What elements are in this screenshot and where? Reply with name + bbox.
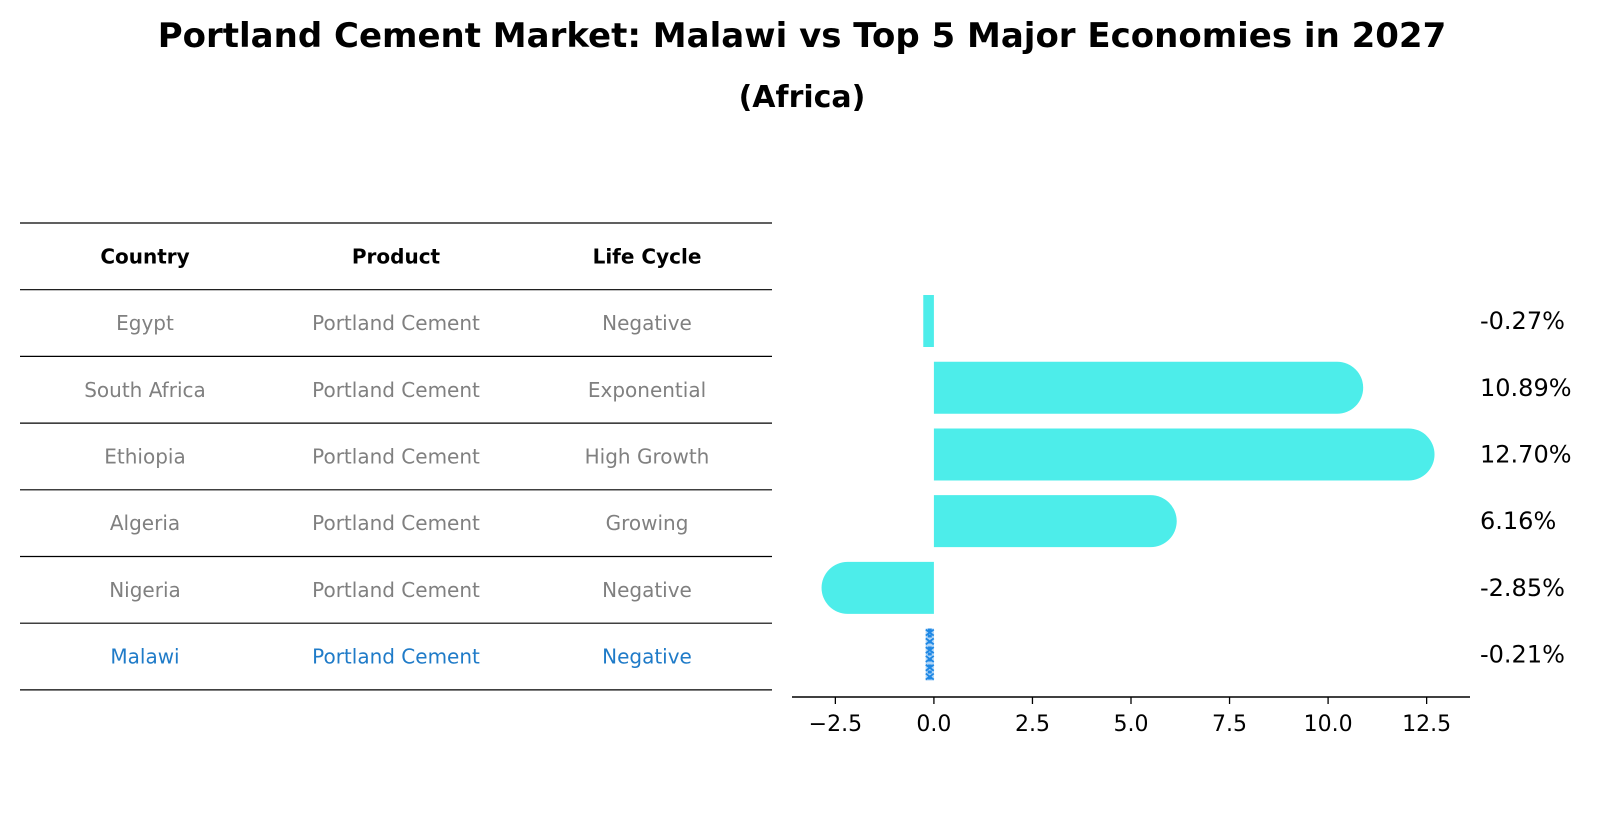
x-tick-label: 5.0 [1114, 712, 1149, 737]
table-cell-country: Malawi [110, 645, 179, 669]
x-tick-label: 0.0 [916, 712, 951, 737]
table-row: Malawi Portland Cement Negative [110, 645, 692, 669]
bar-nigeria [821, 561, 934, 614]
table-cell-life_cycle: Negative [602, 578, 692, 602]
bar-ethiopia [933, 428, 1435, 481]
chart-subtitle: (Africa) [738, 80, 866, 115]
table-row: Nigeria Portland Cement Negative [109, 578, 692, 602]
value-label: -0.27% [1480, 307, 1565, 335]
bar-malawi [925, 628, 935, 681]
x-tick-label: 10.0 [1304, 712, 1353, 737]
bar-south-africa [933, 361, 1364, 414]
table-cell-product: Portland Cement [312, 578, 480, 602]
table-cell-country: Egypt [116, 311, 174, 335]
value-label: 6.16% [1480, 507, 1556, 535]
table-header-cell: Country [100, 244, 189, 268]
table-cell-life_cycle: Exponential [588, 378, 706, 402]
bar-egypt [923, 295, 934, 348]
value-label: -0.21% [1480, 641, 1565, 669]
table-header-cell: Life Cycle [593, 244, 702, 268]
x-tick-label: 12.5 [1402, 712, 1451, 737]
table-cell-country: Ethiopia [104, 444, 185, 468]
table-cell-product: Portland Cement [312, 444, 480, 468]
table-header-cell: Product [352, 244, 441, 268]
table-cell-life_cycle: Growing [606, 511, 689, 535]
x-tick-label: 7.5 [1212, 712, 1247, 737]
value-label: 10.89% [1480, 374, 1572, 402]
table-cell-country: Algeria [110, 511, 180, 535]
table-cell-country: South Africa [84, 378, 206, 402]
table-cell-product: Portland Cement [312, 378, 480, 402]
table-row: Egypt Portland Cement Negative [116, 311, 692, 335]
table-cell-product: Portland Cement [312, 311, 480, 335]
x-tick-label: 2.5 [1015, 712, 1050, 737]
table-cell-life_cycle: Negative [602, 311, 692, 335]
table-row: Algeria Portland Cement Growing [110, 511, 689, 535]
table-cell-product: Portland Cement [312, 645, 480, 669]
table-cell-product: Portland Cement [312, 511, 480, 535]
value-label: 12.70% [1480, 440, 1572, 468]
table-cell-country: Nigeria [109, 578, 181, 602]
x-tick-label: −2.5 [809, 712, 862, 737]
value-label: -2.85% [1480, 574, 1565, 602]
table-row: South Africa Portland Cement Exponential [84, 378, 706, 402]
table-cell-life_cycle: High Growth [585, 444, 710, 468]
table-row: Ethiopia Portland Cement High Growth [104, 444, 709, 468]
table-cell-life_cycle: Negative [602, 645, 692, 669]
chart-title: Portland Cement Market: Malawi vs Top 5 … [157, 16, 1447, 56]
bar-algeria [933, 495, 1177, 548]
